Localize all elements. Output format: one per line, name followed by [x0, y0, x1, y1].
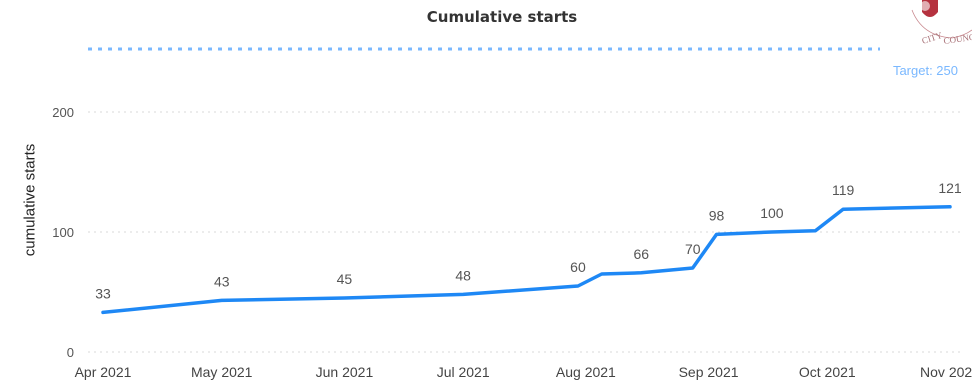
data-label: 100: [760, 205, 784, 221]
svg-text:CITY: CITY: [921, 30, 945, 46]
data-label: 45: [337, 271, 353, 287]
series-line: [101, 205, 952, 315]
x-tick-label: Jul 2021: [437, 364, 490, 380]
chart-title: Cumulative starts: [426, 8, 578, 26]
data-label: 60: [570, 259, 586, 275]
x-tick-label: Oct 2021: [799, 364, 856, 380]
data-label: 66: [633, 246, 649, 262]
data-label: 119: [832, 182, 855, 198]
data-label: 70: [685, 241, 701, 257]
city-council-crest-icon: CITY COUNCIL: [882, 0, 972, 56]
data-label: 121: [938, 180, 962, 196]
y-tick-label: 0: [67, 345, 74, 360]
data-label: 43: [214, 273, 230, 289]
x-tick-label: May 2021: [191, 364, 253, 380]
data-label: 48: [455, 267, 471, 283]
target-label: Target: 250: [892, 63, 958, 78]
data-label: 98: [709, 207, 725, 223]
svg-text:COUNCIL: COUNCIL: [943, 31, 972, 46]
y-tick-label: 100: [52, 225, 74, 240]
x-tick-label: Nov 2021: [920, 364, 972, 380]
y-tick-label: 200: [52, 105, 74, 120]
x-tick-label: Sep 2021: [679, 364, 739, 380]
data-label: 33: [95, 285, 111, 301]
x-tick-label: Apr 2021: [75, 364, 132, 380]
x-tick-label: Aug 2021: [556, 364, 616, 380]
x-tick-label: Jun 2021: [316, 364, 374, 380]
